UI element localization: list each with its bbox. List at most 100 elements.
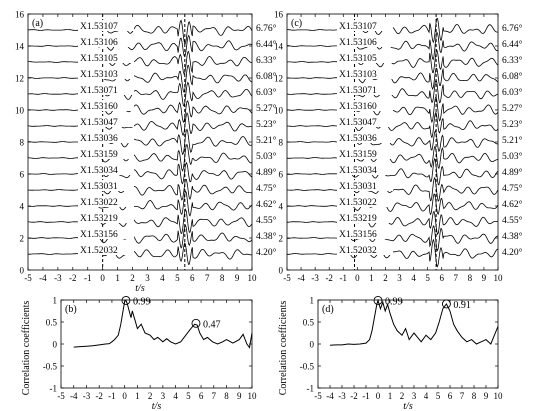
- station-label-bg: [78, 164, 134, 175]
- x-tick-label: -4: [326, 391, 334, 401]
- y-tick-label: -0.5: [300, 362, 315, 372]
- panel-label: (b): [65, 304, 77, 315]
- epicentral-distance-label: 5.27°: [502, 103, 523, 114]
- epicentral-distance-label: 5.23°: [256, 119, 277, 130]
- y-tick-label: 1: [310, 296, 315, 306]
- y-tick-label: 14: [15, 42, 25, 52]
- y-tick-label: -0.5: [43, 362, 58, 372]
- x-tick-label: 0: [122, 391, 127, 401]
- station-label-bg: [78, 100, 134, 111]
- station-label-bg: [78, 212, 134, 223]
- x-tick-label: 8: [224, 391, 229, 401]
- x-tick-label: -5: [283, 273, 291, 283]
- seismogram-trace: [286, 225, 498, 252]
- y-tick-label: 16: [15, 10, 25, 20]
- x-tick-label: 5: [186, 391, 191, 401]
- y-tick-label: 6: [279, 170, 284, 180]
- x-tick-label: 8: [220, 273, 225, 283]
- panel-label: (c): [291, 18, 302, 29]
- seismogram-trace: [286, 210, 498, 236]
- x-tick-label: 2: [400, 391, 405, 401]
- x-tick-label: 10: [494, 273, 504, 283]
- x-tick-label: 3: [412, 391, 417, 401]
- station-label-bg: [337, 164, 393, 175]
- station-label: X1.52032: [339, 246, 377, 256]
- y-axis-label: Correlation coefficients: [278, 301, 289, 396]
- x-tick-label: -3: [83, 391, 91, 401]
- x-tick-label: 3: [161, 391, 166, 401]
- peak-value-label: 0.99: [133, 296, 151, 307]
- station-label: X1.53034: [80, 166, 118, 176]
- x-axis-label: t/s: [403, 401, 413, 411]
- peak-marker: [121, 295, 131, 305]
- station-label: X1.53036: [339, 134, 377, 144]
- y-tick-label: 0.5: [46, 318, 58, 328]
- y-tick-label: 2: [20, 234, 25, 244]
- epicentral-distance-label: 6.03°: [502, 87, 523, 98]
- correlation-line: [73, 299, 253, 349]
- seismogram-trace: [27, 81, 253, 107]
- station-label: X1.53047: [339, 118, 377, 128]
- seismogram-trace: [287, 31, 499, 61]
- y-tick-label: 12: [274, 74, 283, 84]
- seismogram-trace: [286, 145, 499, 170]
- peak-marker: [191, 318, 201, 328]
- station-label-bg: [337, 148, 393, 159]
- epicentral-distance-label: 6.33°: [256, 55, 277, 66]
- seismogram-trace: [28, 128, 253, 156]
- station-label: X1.53156: [80, 230, 118, 240]
- x-tick-label: 3: [397, 273, 402, 283]
- x-tick-label: 4: [424, 391, 429, 401]
- y-tick-label: 0: [279, 266, 284, 276]
- seismogram-trace: [27, 19, 253, 46]
- x-tick-label: 10: [248, 273, 258, 283]
- station-label-bg: [337, 132, 393, 143]
- x-tick-label: 2: [383, 273, 388, 283]
- y-tick-label: 4: [279, 202, 284, 212]
- y-tick-label: 8: [20, 138, 25, 148]
- seismogram-trace: [286, 78, 499, 104]
- y-tick-label: 0: [20, 266, 25, 276]
- seismogram-trace: [28, 34, 253, 58]
- seismogram-trace: [28, 161, 253, 185]
- station-label-bg: [337, 100, 393, 111]
- x-tick-label: 9: [484, 391, 489, 401]
- x-tick-label: 4: [160, 273, 165, 283]
- x-tick-label: 5: [175, 273, 180, 283]
- seismogram-trace: [27, 190, 253, 217]
- epicentral-distance-label: 6.33°: [502, 55, 523, 66]
- peak-value-label: 0.47: [203, 319, 221, 330]
- epicentral-distance-label: 4.89°: [502, 167, 523, 178]
- x-tick-label: -2: [95, 391, 103, 401]
- peak-value-label: 0.99: [385, 296, 403, 307]
- x-tick-label: 6: [190, 273, 195, 283]
- x-tick-label: -2: [350, 391, 358, 401]
- station-label-bg: [78, 68, 134, 79]
- x-tick-label: 5: [425, 273, 430, 283]
- x-tick-label: 0: [100, 273, 105, 283]
- x-tick-label: -4: [39, 273, 47, 283]
- x-tick-label: 0: [376, 391, 381, 401]
- station-label: X1.53105: [80, 54, 118, 64]
- station-label-bg: [337, 20, 393, 31]
- correlation-line: [329, 298, 499, 346]
- station-label-bg: [337, 244, 393, 255]
- epicentral-distance-label: 4.89°: [256, 167, 277, 178]
- station-label-bg: [337, 116, 393, 127]
- station-label: X1.53071: [339, 86, 377, 96]
- station-label: X1.53031: [339, 182, 377, 192]
- seismogram-trace: [286, 48, 499, 74]
- x-tick-label: 0: [355, 273, 360, 283]
- seismogram-trace: [27, 208, 253, 234]
- x-tick-label: 10: [248, 391, 258, 401]
- seismogram-trace: [27, 111, 252, 136]
- y-tick-label: 0: [53, 340, 58, 350]
- x-tick-label: -1: [362, 391, 370, 401]
- epicentral-distance-label: 4.38°: [502, 231, 523, 242]
- epicentral-distance-label: 6.08°: [502, 71, 523, 82]
- epicentral-distance-label: 4.20°: [502, 247, 523, 258]
- station-label: X1.53156: [339, 230, 377, 240]
- x-tick-label: 3: [145, 273, 150, 283]
- y-tick-label: -1: [307, 384, 315, 394]
